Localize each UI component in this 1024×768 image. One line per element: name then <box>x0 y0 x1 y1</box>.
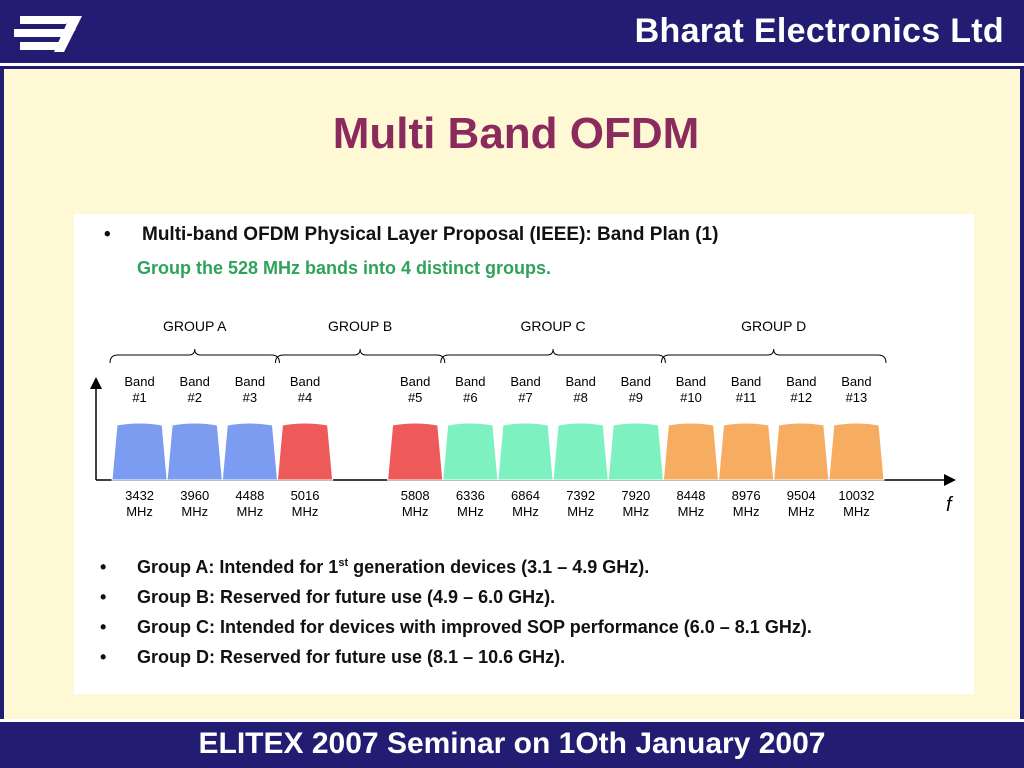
slide-body: Multi Band OFDM • Multi-band OFDM Physic… <box>0 69 1024 719</box>
bullet-text: Group B: Reserved for future use (4.9 – … <box>137 587 556 607</box>
band-bar <box>276 422 334 481</box>
band-center-frequency: 3960 <box>180 488 209 503</box>
band-number: #4 <box>298 390 312 405</box>
slide-title: Multi Band OFDM <box>332 109 700 158</box>
bullet-text-post: generation devices (3.1 – 4.9 GHz). <box>348 557 650 577</box>
bullet-text-pre: Group A: Intended for 1 <box>137 557 339 577</box>
band-label: Band <box>235 374 265 389</box>
band-frequency-unit: MHz <box>733 504 760 519</box>
band-bar <box>552 422 609 481</box>
band-number: #5 <box>408 390 422 405</box>
band-number: #12 <box>790 390 812 405</box>
band-frequency-unit: MHz <box>843 504 870 519</box>
band-frequency-unit: MHz <box>678 504 705 519</box>
band-center-frequency: 7392 <box>566 488 595 503</box>
band-label: Band <box>290 374 320 389</box>
band-number: #9 <box>629 390 643 405</box>
y-axis-arrow-icon <box>90 377 102 389</box>
footer-bar: ELITEX 2007 Seminar on 1Oth January 2007 <box>0 719 1024 768</box>
group-label: GROUP B <box>328 318 392 334</box>
band-frequency-unit: MHz <box>292 504 319 519</box>
band-label: Band <box>510 374 540 389</box>
band-label: Band <box>621 374 651 389</box>
band-frequency-unit: MHz <box>788 504 815 519</box>
header-bar: Bharat Electronics Ltd <box>0 0 1024 66</box>
band-label: Band <box>676 374 706 389</box>
bullet-dot: • <box>100 557 107 577</box>
band-label: Band <box>786 374 816 389</box>
band-number: #7 <box>518 390 532 405</box>
intro-subline: Group the 528 MHz bands into 4 distinct … <box>137 258 552 278</box>
bullet-text: Group A: Intended for 1st generation dev… <box>137 557 649 578</box>
band-frequency-unit: MHz <box>237 504 264 519</box>
band-bar <box>497 422 554 481</box>
band-label: Band <box>731 374 761 389</box>
band-bar <box>662 422 720 481</box>
group-brace <box>440 348 666 364</box>
band-frequency-unit: MHz <box>567 504 594 519</box>
band-number: #10 <box>680 390 702 405</box>
band-bar <box>221 422 279 481</box>
band-number: #1 <box>132 390 146 405</box>
band-center-frequency: 9504 <box>787 488 816 503</box>
band-center-frequency: 3432 <box>125 488 154 503</box>
band-number: #2 <box>187 390 201 405</box>
band-center-frequency: 7920 <box>621 488 650 503</box>
band-number: #6 <box>463 390 477 405</box>
band-bar <box>387 422 444 481</box>
bullet-text: Group C: Intended for devices with impro… <box>137 617 812 637</box>
bullet-sup: st <box>338 557 349 569</box>
intro-line: Multi-band OFDM Physical Layer Proposal … <box>142 224 719 245</box>
bullet-dot: • <box>100 647 107 667</box>
bel-logo-icon <box>14 16 82 52</box>
band-label: Band <box>180 374 210 389</box>
group-label: GROUP D <box>741 318 806 334</box>
band-bar <box>111 422 168 481</box>
band-number: #13 <box>846 390 868 405</box>
band-bar <box>773 422 830 481</box>
group-brace <box>660 348 887 364</box>
x-axis-arrow-icon <box>944 474 956 486</box>
bullet-dot: • <box>100 617 107 637</box>
group-brace <box>274 348 446 364</box>
band-center-frequency: 6336 <box>456 488 485 503</box>
band-frequency-unit: MHz <box>512 504 539 519</box>
band-frequency-unit: MHz <box>457 504 484 519</box>
bullet-text: Group D: Reserved for future use (8.1 – … <box>137 647 566 667</box>
group-label: GROUP A <box>163 318 227 334</box>
group-brace <box>109 348 280 364</box>
band-label: Band <box>400 374 430 389</box>
band-center-frequency: 8448 <box>677 488 706 503</box>
band-center-frequency: 8976 <box>732 488 761 503</box>
band-number: #3 <box>243 390 257 405</box>
band-center-frequency: 6864 <box>511 488 540 503</box>
footer-text: ELITEX 2007 Seminar on 1Oth January 2007 <box>198 727 826 760</box>
band-number: #8 <box>573 390 587 405</box>
band-bar <box>442 422 499 481</box>
band-bar <box>828 422 885 481</box>
band-center-frequency: 10032 <box>838 488 874 503</box>
band-bar <box>607 422 664 481</box>
content-panel: • Multi-band OFDM Physical Layer Proposa… <box>74 214 974 694</box>
bullet-dot: • <box>100 587 107 607</box>
band-center-frequency: 5808 <box>401 488 430 503</box>
band-frequency-unit: MHz <box>181 504 208 519</box>
band-number: #11 <box>736 390 757 405</box>
bullet-dot: • <box>104 224 111 245</box>
band-frequency-unit: MHz <box>126 504 153 519</box>
band-label: Band <box>565 374 595 389</box>
band-center-frequency: 4488 <box>235 488 264 503</box>
band-bar <box>717 422 775 481</box>
band-center-frequency: 5016 <box>291 488 320 503</box>
band-label: Band <box>841 374 871 389</box>
x-axis-label: f <box>946 494 954 516</box>
band-frequency-unit: MHz <box>402 504 429 519</box>
group-label: GROUP C <box>521 318 586 334</box>
band-label: Band <box>455 374 485 389</box>
band-bar <box>166 422 223 481</box>
band-frequency-unit: MHz <box>622 504 649 519</box>
company-name: Bharat Electronics Ltd <box>634 12 1004 50</box>
band-label: Band <box>124 374 154 389</box>
